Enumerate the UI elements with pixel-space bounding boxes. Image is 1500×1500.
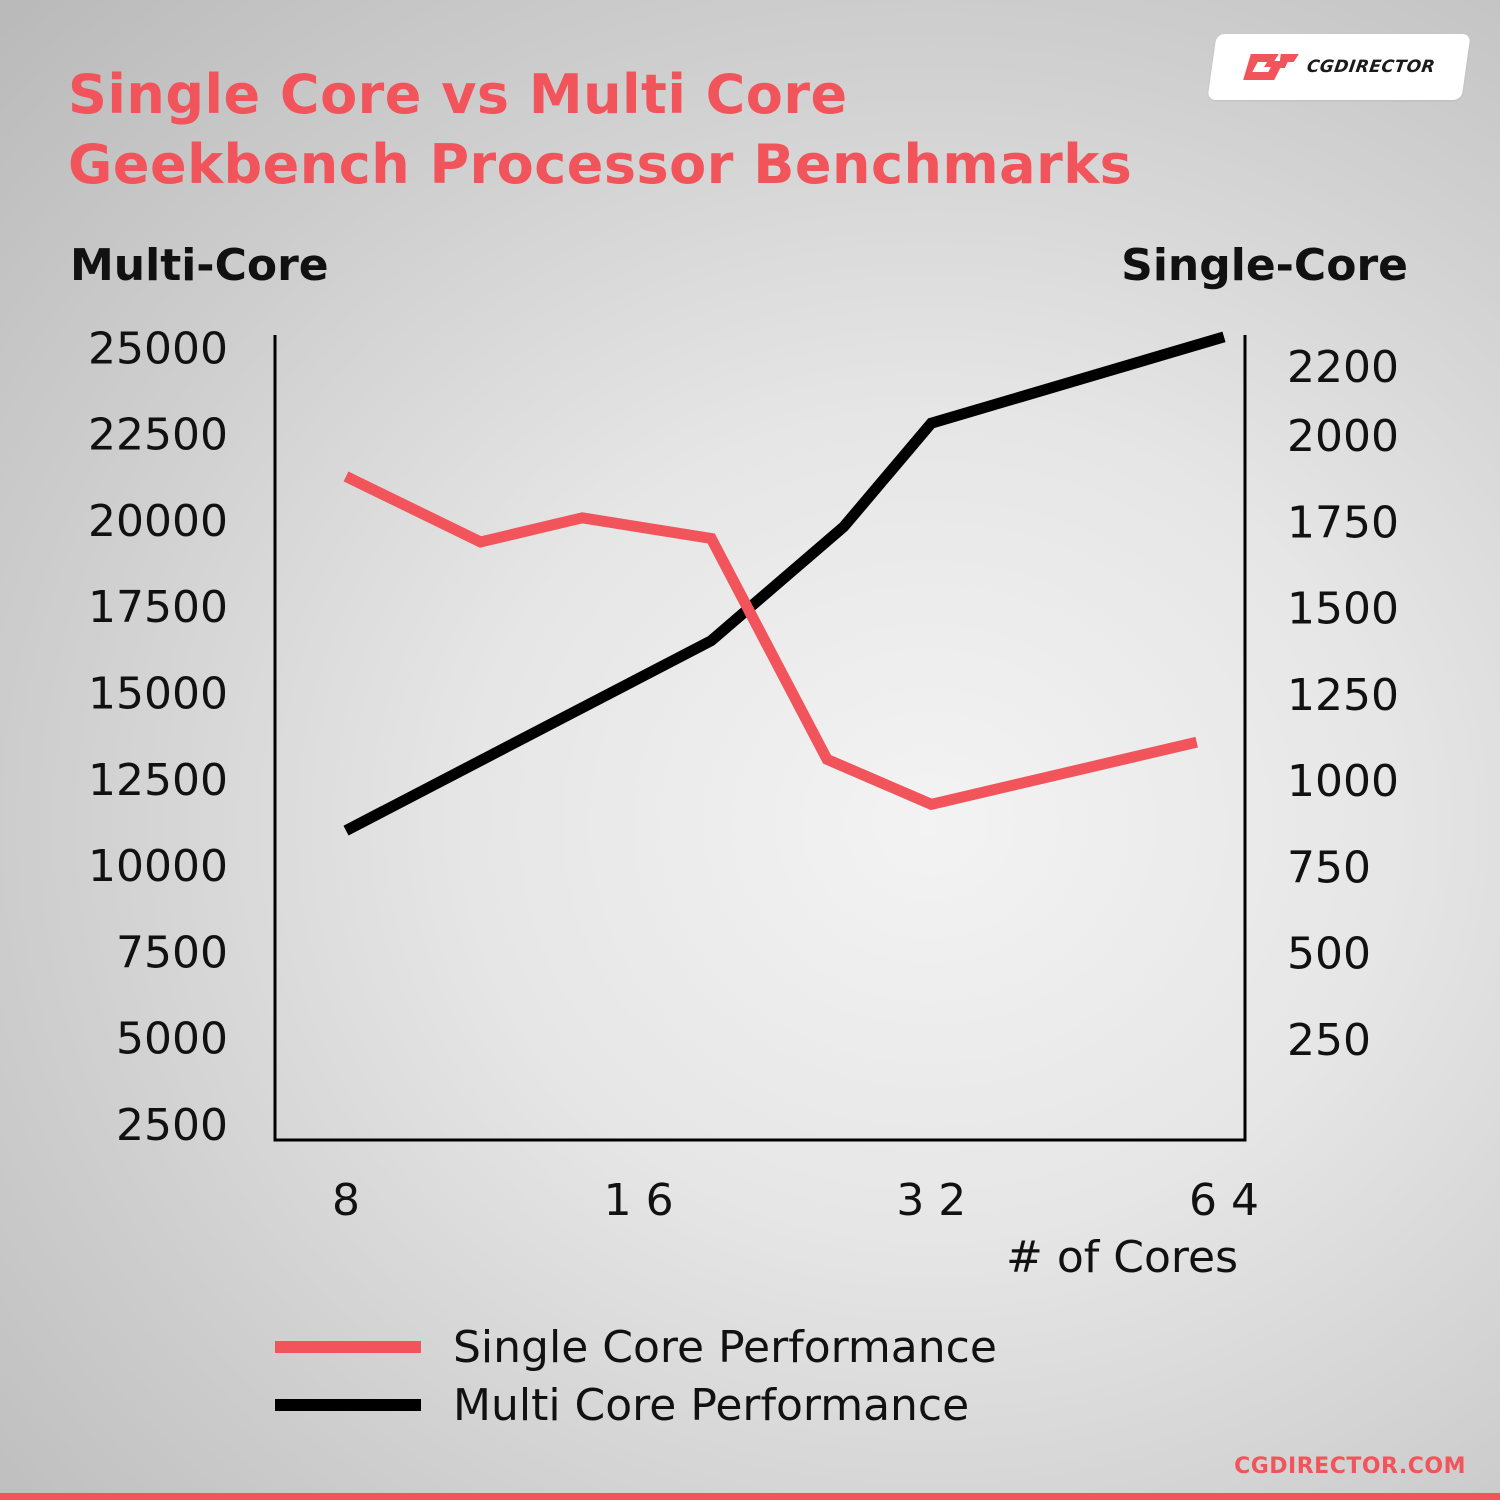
chart-title-line2: Geekbench Processor Benchmarks	[68, 133, 1133, 196]
x-axis-title: # of Cores	[1006, 1232, 1238, 1283]
left-tick-label: 20000	[88, 496, 228, 547]
legend-item-single: Single Core Performance	[275, 1318, 997, 1376]
left-tick-label: 15000	[88, 669, 228, 720]
legend-swatch-multi	[275, 1399, 421, 1411]
legend: Single Core Performance Multi Core Perfo…	[275, 1318, 997, 1434]
chart-title: Single Core vs Multi Core Geekbench Proc…	[68, 60, 1132, 200]
right-tick-label: 750	[1287, 842, 1371, 893]
right-tick-label: 1750	[1287, 497, 1399, 548]
right-tick-label: 500	[1287, 929, 1371, 980]
left-tick-label: 7500	[116, 927, 228, 978]
right-axis-title: Single-Core	[1121, 240, 1408, 291]
right-tick-label: 1000	[1287, 756, 1399, 807]
left-tick-label: 2500	[116, 1100, 228, 1151]
series-line-multi-core	[343, 331, 1226, 836]
left-tick-label: 12500	[88, 755, 228, 806]
right-tick-label: 2200	[1287, 342, 1399, 393]
right-tick-label: 250	[1287, 1015, 1371, 1066]
right-tick-label: 1500	[1287, 584, 1399, 635]
x-tick-label: 6 4	[1189, 1175, 1259, 1226]
cgdirector-logo-icon	[1243, 54, 1299, 80]
legend-label-multi: Multi Core Performance	[453, 1379, 970, 1431]
footer-url[interactable]: CGDIRECTOR.COM	[1234, 1454, 1466, 1479]
left-tick-label: 5000	[116, 1014, 228, 1065]
left-tick-label: 17500	[88, 582, 228, 633]
left-tick-label: 22500	[88, 410, 228, 461]
legend-swatch-single	[275, 1341, 421, 1353]
x-tick-label: 1 6	[604, 1175, 674, 1226]
legend-label-single: Single Core Performance	[453, 1321, 997, 1373]
left-tick-label: 10000	[88, 841, 228, 892]
series-line-single-core	[343, 471, 1198, 811]
footer-bar	[0, 1493, 1500, 1500]
left-tick-label: 25000	[88, 323, 228, 374]
x-tick-label: 8	[332, 1175, 360, 1226]
cgdirector-logo[interactable]: CGDIRECTOR	[1207, 34, 1471, 100]
chart-title-line1: Single Core vs Multi Core	[68, 63, 848, 126]
legend-item-multi: Multi Core Performance	[275, 1376, 997, 1434]
right-tick-label: 1250	[1287, 670, 1399, 721]
x-tick-label: 3 2	[896, 1175, 966, 1226]
left-axis-title: Multi-Core	[70, 240, 329, 291]
right-tick-label: 2000	[1287, 411, 1399, 462]
